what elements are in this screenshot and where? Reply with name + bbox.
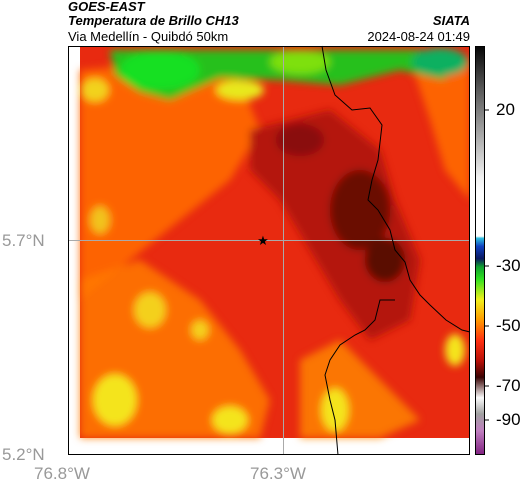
border-line-east (321, 45, 471, 333)
lat-label-5.2: 5.2°N (2, 445, 45, 464)
colorbar-gradient (475, 46, 485, 455)
temperature-field (80, 46, 470, 438)
field-darkest-1 (330, 170, 390, 250)
lon-label-76.8: 76.8°W (34, 464, 90, 483)
field-green-1 (120, 50, 200, 90)
field-green-3 (412, 48, 468, 76)
field-yellow-3 (212, 406, 248, 434)
field-yellow-8 (191, 320, 209, 340)
field-yellow-6 (81, 78, 109, 102)
field-yellow-7 (445, 334, 465, 366)
field-yellow-4 (321, 388, 349, 432)
colorbar-frame (475, 46, 485, 455)
timestamp-label: 2024-08-24 01:49 (367, 29, 470, 44)
field-green-2 (270, 50, 330, 74)
map-frame (68, 46, 470, 455)
field-darkest-3 (276, 124, 324, 156)
colorbar-label-minus90: -90 (496, 410, 521, 429)
border-line-south (324, 299, 395, 456)
field-yellow-north (216, 80, 264, 100)
colorbar-label-minus30: -30 (496, 256, 521, 275)
chart-title: Temperatura de Brillo CH13 (68, 13, 239, 28)
lon-label-76.3: 76.3°W (250, 464, 306, 483)
star-icon: ★ (257, 233, 269, 248)
field-yellow-2 (134, 292, 166, 328)
chart-subtitle: Via Medellín - Quibdó 50km (68, 29, 229, 44)
field-yellow-5 (90, 206, 110, 234)
colorbar-label-minus50: -50 (496, 316, 521, 335)
lat-label-5.7: 5.7°N (2, 231, 45, 250)
field-yellow-1 (93, 374, 137, 426)
colorbar-label-20: 20 (496, 100, 515, 119)
product-name: GOES-EAST (68, 0, 145, 14)
colorbar-label-minus70: -70 (496, 376, 521, 395)
org-label: SIATA (432, 13, 470, 28)
field-orange-northeast (410, 60, 470, 200)
